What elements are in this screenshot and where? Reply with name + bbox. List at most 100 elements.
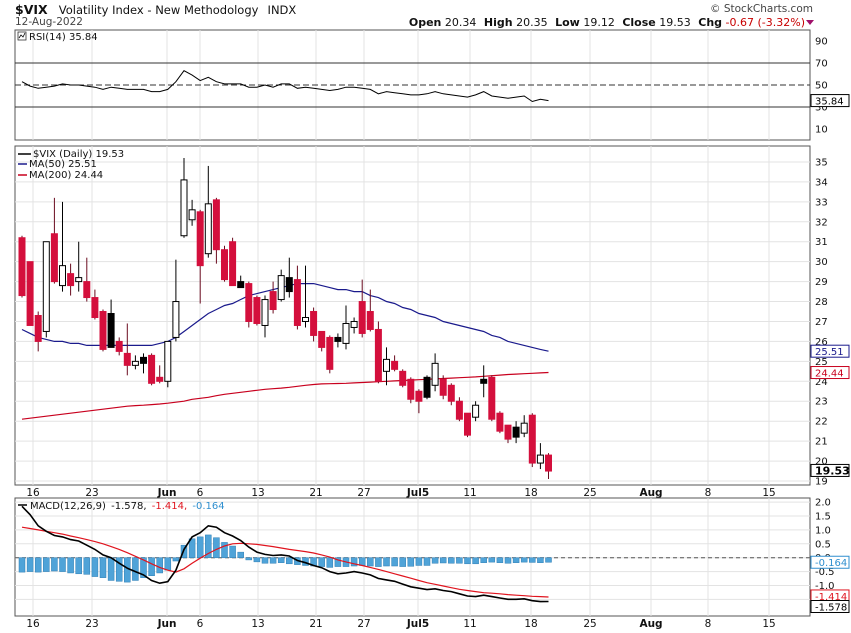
macd-legend-macd: -1.578, [111, 501, 146, 512]
candle-body [318, 330, 326, 348]
header-title: $VIX Volatility Index - New Methodology … [15, 0, 296, 18]
x-tick-label: 21 [309, 618, 322, 630]
macd-hist-bar [75, 557, 82, 575]
candle [42, 241, 50, 338]
macd-hist-bar [358, 557, 366, 566]
macd-hist-bar [383, 557, 390, 567]
macd-hist-bar [504, 557, 512, 564]
macd-hist-bar [496, 557, 504, 563]
candle-body [545, 454, 552, 472]
macd-hist-bar [164, 557, 172, 571]
svg-text:-0.164: -0.164 [815, 558, 847, 569]
macd-legend-signal: -1.414, [152, 501, 187, 512]
macd-hist-bar [26, 557, 34, 572]
price-tick-label: 26 [815, 337, 828, 348]
macd-hist-bar [367, 557, 374, 567]
candle [67, 263, 75, 296]
price-tick-label: 27 [815, 317, 828, 328]
candle-body [164, 340, 172, 382]
macd-hist-bar [188, 538, 196, 558]
x-tick-label: Aug [639, 487, 662, 499]
chart-date: 12-Aug-2022 [15, 16, 83, 28]
candle [253, 295, 261, 326]
svg-text:-1.414: -1.414 [815, 592, 847, 603]
macd-hist-bar [18, 557, 26, 573]
rsi-panel: 10 30 50 70 90 35.84 RSI(14) 35.84 [14, 29, 850, 141]
candle [383, 347, 390, 386]
macd-hist-bar [43, 557, 50, 572]
rsi-tick-label: 10 [815, 125, 828, 136]
macd-hist-bar [115, 557, 123, 582]
candle-body [221, 249, 228, 281]
candle [391, 355, 399, 372]
candle [302, 265, 309, 328]
candle [131, 355, 139, 370]
price-tick-label: 25 [815, 357, 828, 368]
candle-body [212, 199, 220, 251]
candle-body [245, 283, 253, 322]
candle-body [75, 277, 83, 283]
x-tick-label: 11 [463, 618, 476, 630]
candle [221, 245, 228, 282]
macd-hist-bar [537, 557, 544, 563]
x-tick-label: 15 [762, 487, 775, 499]
candle-body [472, 404, 480, 418]
candle [107, 299, 115, 348]
ma50-legend-text: MA(50) 25.51 [29, 159, 97, 170]
candle [99, 309, 107, 352]
price-tick-label: 20 [815, 457, 828, 468]
price-tick-label: 24 [815, 377, 828, 388]
candle-body [229, 241, 237, 287]
open-value: 20.34 [445, 16, 477, 29]
rsi-tick-label: 30 [815, 103, 828, 114]
price-tick-label: 19 [815, 477, 828, 488]
macd-hist-bar [59, 557, 66, 572]
macd-hist-bar [480, 557, 487, 563]
candle-body [261, 299, 269, 326]
macd-signal-line [21, 526, 549, 598]
rsi-tick-label: 50 [815, 81, 828, 92]
macd-hist-bar [399, 557, 406, 567]
x-tick-label: 27 [357, 618, 370, 630]
candle-body [310, 311, 318, 336]
macd-hist-bar [51, 557, 58, 572]
macd-hist-bar [277, 557, 285, 563]
x-tick-label: Jun [157, 487, 177, 499]
x-tick-label: 16 [26, 487, 40, 499]
macd-hist-bar [99, 557, 107, 578]
candle-body [496, 412, 504, 432]
candle-body [358, 301, 366, 334]
candle [358, 279, 366, 338]
candle [50, 197, 58, 284]
price-tick-label: 22 [815, 417, 828, 428]
rsi-tick-label: 70 [815, 59, 828, 70]
candle [528, 413, 536, 468]
macd-hist-bar [423, 557, 431, 566]
x-tick-label: Jul5 [406, 487, 429, 499]
macd-hist-bar [245, 557, 253, 561]
candle [245, 281, 253, 328]
x-tick-label: 8 [705, 487, 712, 499]
candle-body [488, 376, 496, 420]
candle-body [253, 297, 261, 324]
candle [277, 269, 285, 302]
candle-body [504, 424, 512, 440]
macd-hist-bar [326, 557, 334, 568]
candle-body [439, 378, 447, 396]
candle-body [204, 203, 212, 255]
macd-line-tag: -1.578 [810, 600, 850, 614]
macd-hist-bar [318, 557, 325, 567]
candle [204, 165, 212, 258]
price-legend-text: $VIX (Daily) 19.53 [33, 149, 124, 160]
candle [431, 353, 439, 392]
x-tick-label: 23 [85, 618, 98, 630]
candle-body [447, 384, 455, 402]
macd-legend-text: MACD(12,26,9) -1.578, -1.414, -0.164 [30, 501, 225, 512]
price-tick-label: 21 [815, 437, 828, 448]
macd-hist-bar [34, 557, 42, 573]
candle [480, 365, 488, 398]
macd-hist-bar [213, 537, 220, 558]
candle-body [464, 412, 471, 436]
candle-body [172, 301, 180, 338]
macd-tick-label: -1.0 [815, 581, 835, 592]
